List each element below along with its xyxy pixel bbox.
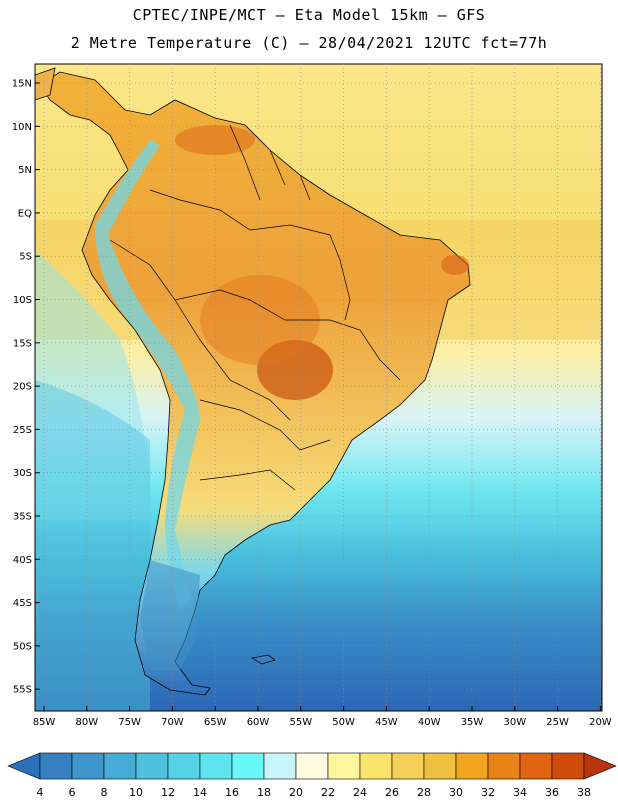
lat-label: 10N	[12, 122, 32, 133]
latitude-labels: 15N 10N 5N EQ 5S 10S 15S 20S 25S 30S 35S 40S 45S 50S 5…	[12, 79, 32, 696]
lat-label: 45S	[13, 598, 32, 609]
lat-label: 55S	[13, 685, 32, 696]
map-title-line1: CPTEC/INPE/MCT – Eta Model 15km – GFS	[132, 6, 486, 24]
lat-label: 15N	[12, 79, 32, 90]
colorbar-level-label: 32	[481, 786, 495, 799]
colorbar-level-label: 8	[101, 786, 108, 799]
lon-label: 30W	[503, 717, 526, 728]
lat-label: 30S	[13, 468, 32, 479]
colorbar-swatch	[167, 752, 201, 780]
colorbar-swatch	[71, 752, 105, 780]
lon-label: 75W	[118, 717, 141, 728]
colorbar-level-label: 6	[69, 786, 76, 799]
colorbar-labels: 4 6 8 10 12 14 16 18 20 22 24 26 28 30 32 34 36 38	[37, 786, 592, 799]
colorbar-overflow-swatch	[583, 752, 617, 780]
colorbar-swatch	[391, 752, 425, 780]
lon-label: 20W	[589, 717, 612, 728]
colorbar-level-label: 16	[225, 786, 239, 799]
colorbar-swatch	[199, 752, 233, 780]
lon-label: 85W	[33, 717, 56, 728]
colorbar-level-label: 22	[321, 786, 335, 799]
lat-label: 20S	[13, 382, 32, 393]
colorbar-swatch	[231, 752, 265, 780]
temperature-field	[35, 64, 602, 711]
lat-label: 40S	[13, 555, 32, 566]
country-borders	[109, 124, 401, 491]
colorbar-level-label: 10	[129, 786, 143, 799]
colorbar-swatch	[519, 752, 553, 780]
colorbar-swatch	[359, 752, 393, 780]
colorbar-swatch	[263, 752, 297, 780]
colorbar-swatch	[135, 752, 169, 780]
lat-label: 5N	[18, 165, 32, 176]
lon-label: 45W	[375, 717, 398, 728]
lat-label: EQ	[18, 208, 32, 219]
lon-label: 40W	[418, 717, 441, 728]
lat-label: 10S	[13, 295, 32, 306]
south-america-landmass	[39, 71, 471, 696]
lon-label: 70W	[161, 717, 184, 728]
lat-label: 5S	[19, 252, 32, 263]
lon-label: 80W	[75, 717, 98, 728]
lon-label: 50W	[332, 717, 355, 728]
longitude-labels: 85W 80W 75W 70W 65W 60W 55W 50W 45W 40W 35W 30W 25W 2…	[33, 717, 612, 728]
colorbar-level-label: 4	[37, 786, 44, 799]
colorbar-level-label: 20	[289, 786, 303, 799]
colorbar-swatch	[39, 752, 73, 780]
colorbar-swatch	[103, 752, 137, 780]
map-title-line2: 2 Metre Temperature (C) – 28/04/2021 12U…	[70, 34, 548, 52]
lat-label: 50S	[13, 641, 32, 652]
colorbar-swatch	[487, 752, 521, 780]
colorbar-level-label: 30	[449, 786, 463, 799]
colorbar-swatch	[327, 752, 361, 780]
colorbar-level-label: 38	[577, 786, 591, 799]
lon-label: 25W	[546, 717, 569, 728]
map-frame	[34, 63, 603, 712]
colorbar-swatch	[551, 752, 585, 780]
lat-label: 25S	[13, 425, 32, 436]
lat-label: 15S	[13, 338, 32, 349]
colorbar-underflow-swatch	[7, 752, 41, 780]
colorbar	[7, 752, 617, 780]
lon-label: 35W	[461, 717, 484, 728]
lon-label: 60W	[247, 717, 270, 728]
colorbar-level-label: 18	[257, 786, 271, 799]
colorbar-level-label: 26	[385, 786, 399, 799]
colorbar-swatch	[423, 752, 457, 780]
graticule	[35, 64, 602, 711]
colorbar-level-label: 12	[161, 786, 175, 799]
lon-label: 55W	[289, 717, 312, 728]
colorbar-level-label: 24	[353, 786, 367, 799]
colorbar-swatch	[295, 752, 329, 780]
colorbar-level-label: 36	[545, 786, 559, 799]
colorbar-level-label: 34	[513, 786, 527, 799]
colorbar-swatch	[455, 752, 489, 780]
lon-label: 65W	[204, 717, 227, 728]
colorbar-level-label: 28	[417, 786, 431, 799]
lat-label: 35S	[13, 512, 32, 523]
colorbar-level-label: 14	[193, 786, 207, 799]
